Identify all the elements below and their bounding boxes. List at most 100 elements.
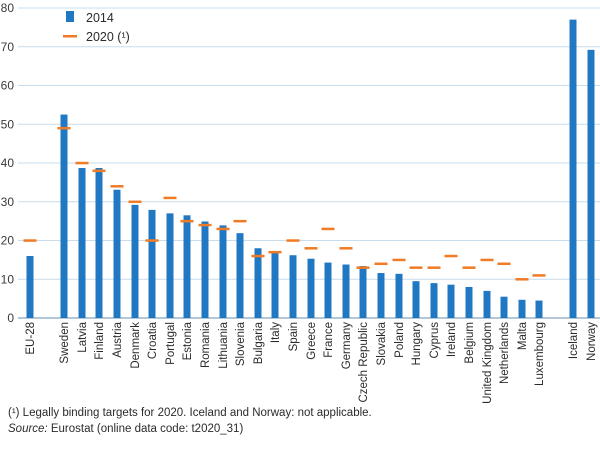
x-label-9: Romania — [200, 321, 212, 368]
x-label-30: Norway — [586, 322, 598, 361]
x-label-29: Iceland — [568, 322, 580, 359]
y-tick-label-40: 40 — [1, 156, 15, 170]
bar-14 — [289, 255, 297, 318]
bar-28 — [535, 300, 543, 318]
target-marker-0 — [23, 239, 37, 242]
x-label-17: Germany — [341, 322, 353, 370]
y-tick-label-50: 50 — [1, 117, 15, 131]
target-marker-3 — [92, 169, 106, 173]
target-marker-26 — [497, 262, 511, 266]
x-label-23: Ireland — [446, 322, 458, 357]
bar-15 — [307, 258, 315, 318]
y-tick-label-80: 80 — [1, 1, 15, 15]
x-label-26: Netherlands — [499, 322, 511, 384]
bar-26 — [500, 296, 508, 318]
target-marker-25 — [480, 258, 494, 262]
target-marker-19 — [374, 262, 388, 266]
legend-label-2020: 2020 (¹) — [86, 30, 130, 44]
x-label-0: EU-28 — [25, 322, 37, 355]
bar-7 — [166, 213, 174, 318]
x-label-2: Latvia — [77, 321, 89, 352]
target-marker-4 — [110, 185, 124, 188]
y-axis: 0 10 20 30 40 50 60 70 80 — [1, 1, 15, 325]
legend-label-2014: 2014 — [86, 11, 114, 25]
target-marker-14 — [286, 239, 300, 242]
target-marker-27 — [515, 278, 529, 281]
target-marker-9 — [198, 223, 212, 227]
x-label-16: France — [323, 322, 335, 358]
x-label-11: Slovenia — [235, 321, 247, 366]
x-label-22: Cyprus — [429, 322, 441, 359]
bar-18 — [359, 266, 367, 318]
y-tick-label-20: 20 — [1, 234, 15, 248]
target-marker-17 — [339, 247, 353, 250]
y-tick-label-10: 10 — [1, 272, 15, 286]
x-label-13: Italy — [270, 322, 282, 343]
bar-22 — [430, 283, 438, 318]
target-marker-18 — [356, 266, 370, 269]
x-label-7: Portugal — [165, 322, 177, 365]
bar-6 — [148, 209, 156, 318]
bar-30 — [587, 49, 595, 318]
bar-9 — [201, 221, 209, 318]
source-line: Source: Eurostat (online data code: t202… — [8, 421, 593, 437]
bar-0 — [26, 256, 34, 318]
target-series-2020 — [23, 126, 546, 281]
bar-13 — [271, 251, 279, 318]
bar-11 — [236, 233, 244, 318]
y-tick-label-0: 0 — [7, 311, 14, 325]
target-marker-22 — [427, 266, 441, 269]
legend: 2014 2020 (¹) — [63, 11, 130, 44]
legend-swatch-2014 — [66, 11, 74, 22]
target-marker-11 — [233, 219, 247, 223]
bar-21 — [412, 281, 420, 318]
x-label-21: Hungary — [411, 322, 423, 366]
bar-8 — [183, 215, 191, 318]
x-label-25: United Kingdom — [482, 322, 494, 404]
x-label-12: Bulgaria — [253, 321, 265, 364]
bar-2 — [78, 168, 86, 318]
y-tick-label-70: 70 — [1, 40, 15, 54]
target-marker-23 — [444, 254, 458, 258]
bar-series-2014 — [26, 19, 595, 318]
x-label-18: Czech Republic — [358, 322, 370, 403]
x-label-3: Finland — [94, 322, 106, 360]
x-label-1: Sweden — [59, 322, 71, 364]
bar-16 — [324, 262, 332, 318]
x-label-15: Greece — [306, 322, 318, 360]
x-label-19: Slovakia — [376, 321, 388, 365]
x-label-8: Estonia — [182, 321, 194, 360]
bar-chart: 0 10 20 30 40 50 60 70 80 EU-28 Sweden Latvia Finla… — [1, 1, 600, 404]
target-marker-10 — [216, 227, 230, 231]
x-label-5: Denmark — [130, 322, 142, 369]
x-axis-labels: EU-28 Sweden Latvia Finland Austria Denmark Cr… — [25, 321, 598, 403]
x-label-14: Spain — [288, 322, 300, 351]
footnote: (¹) Legally binding targets for 2020. Ic… — [8, 407, 372, 419]
target-marker-20 — [392, 258, 406, 262]
target-marker-7 — [163, 196, 177, 200]
bar-19 — [377, 273, 385, 318]
x-label-4: Austria — [112, 321, 124, 357]
target-marker-21 — [409, 266, 423, 269]
target-marker-15 — [304, 247, 318, 250]
bar-10 — [219, 225, 227, 318]
x-label-28: Luxembourg — [534, 322, 546, 386]
chart-notes: (¹) Legally binding targets for 2020. Ic… — [8, 405, 593, 437]
target-marker-28 — [532, 274, 546, 277]
legend-swatch-2020 — [63, 35, 77, 38]
bar-24 — [465, 287, 473, 318]
target-marker-8 — [180, 219, 194, 223]
bar-25 — [483, 290, 491, 318]
target-marker-16 — [321, 227, 335, 231]
y-tick-label-60: 60 — [1, 79, 15, 93]
bar-17 — [342, 264, 350, 318]
target-marker-6 — [145, 239, 159, 242]
bar-1 — [60, 114, 68, 318]
bar-4 — [113, 189, 121, 318]
bar-27 — [518, 299, 526, 318]
x-label-27: Malta — [517, 321, 529, 350]
target-marker-24 — [462, 266, 476, 269]
target-marker-2 — [75, 161, 89, 165]
x-label-20: Poland — [394, 322, 406, 358]
source-label: Source: — [8, 423, 48, 435]
